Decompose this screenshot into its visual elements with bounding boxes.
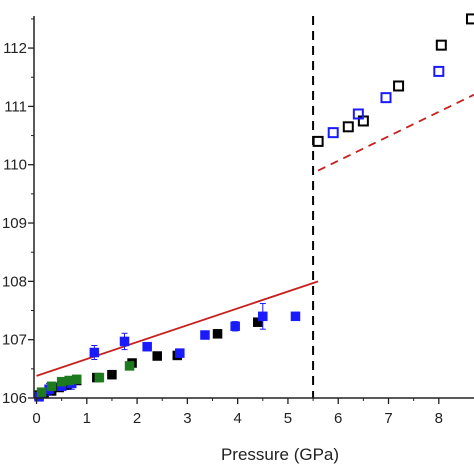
data-point-open xyxy=(352,108,364,120)
data-point xyxy=(36,387,47,397)
data-point xyxy=(119,336,130,347)
data-point xyxy=(89,347,100,358)
x-tick-label: 3 xyxy=(183,410,191,427)
data-point-open xyxy=(380,92,392,104)
x-axis-title: Pressure (GPa) xyxy=(221,445,339,464)
y-tick-label: 106 xyxy=(2,390,27,407)
data-points xyxy=(34,13,474,402)
fit-lines xyxy=(36,93,474,377)
x-tick-label: 0 xyxy=(32,410,40,427)
x-tick-label: 8 xyxy=(435,410,443,427)
data-point xyxy=(258,311,268,322)
data-point xyxy=(124,361,135,371)
y-tick-label: 110 xyxy=(3,157,27,174)
fit-line-solid xyxy=(36,280,319,377)
y-tick-label: 111 xyxy=(4,98,27,115)
y-tick-label: 107 xyxy=(2,332,27,349)
x-tick-label: 5 xyxy=(284,410,292,427)
y-tick-label: 108 xyxy=(2,273,27,290)
data-point xyxy=(230,321,240,332)
data-point xyxy=(94,372,105,383)
y-tick-label: 112 xyxy=(3,40,27,57)
data-point xyxy=(142,341,152,352)
data-point xyxy=(152,351,162,361)
data-point xyxy=(253,317,263,327)
data-point xyxy=(107,369,117,380)
data-point xyxy=(212,329,223,339)
x-tick-label: 7 xyxy=(384,410,392,427)
data-point xyxy=(200,330,210,340)
data-point xyxy=(175,348,185,358)
data-point-open xyxy=(312,135,324,147)
x-tick-label: 4 xyxy=(233,410,241,427)
x-tick-label: 1 xyxy=(83,410,91,427)
data-point-open xyxy=(433,65,445,77)
data-point-open xyxy=(465,13,474,25)
data-point-open xyxy=(435,39,447,51)
data-point xyxy=(290,311,301,322)
data-point xyxy=(46,381,57,392)
fit-line-dashed xyxy=(317,93,474,172)
y-tick-label: 109 xyxy=(2,215,27,232)
data-point-open xyxy=(393,80,405,92)
data-point-open xyxy=(342,121,354,133)
axes: 0 1 2 3 4 5 6 7 8 106 107 108 109 110 111 112 xyxy=(2,16,474,427)
data-point xyxy=(71,374,82,385)
data-point-open xyxy=(327,127,339,139)
x-tick-label: 2 xyxy=(133,410,141,427)
x-tick-label: 6 xyxy=(334,410,342,427)
